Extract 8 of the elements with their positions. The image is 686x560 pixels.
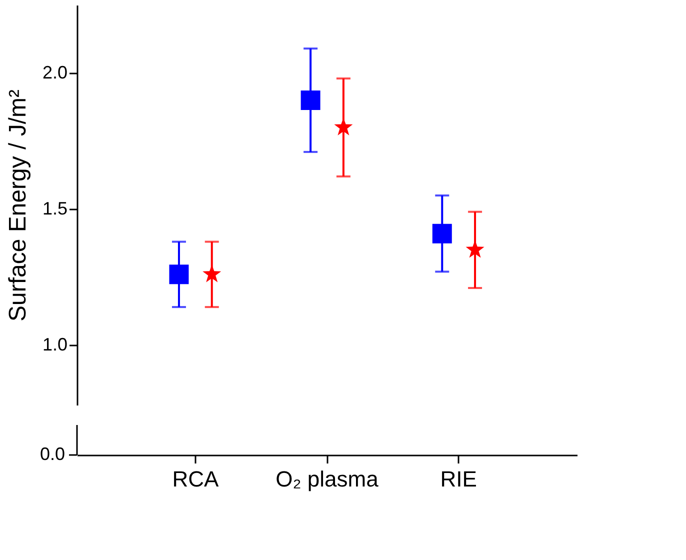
x-tick-label: RCA [172,466,219,492]
text: 0.0 [40,444,65,464]
x-tick-label: O₂ plasma [276,466,380,492]
y-tick-label: 1.0 [42,334,68,355]
y-tick-label: 2.0 [42,62,68,83]
y-axis-title: Surface Energy / J/m² [4,89,32,322]
x-tick-label: RIE [440,466,477,492]
y-tick-label: 1.5 [42,198,68,219]
